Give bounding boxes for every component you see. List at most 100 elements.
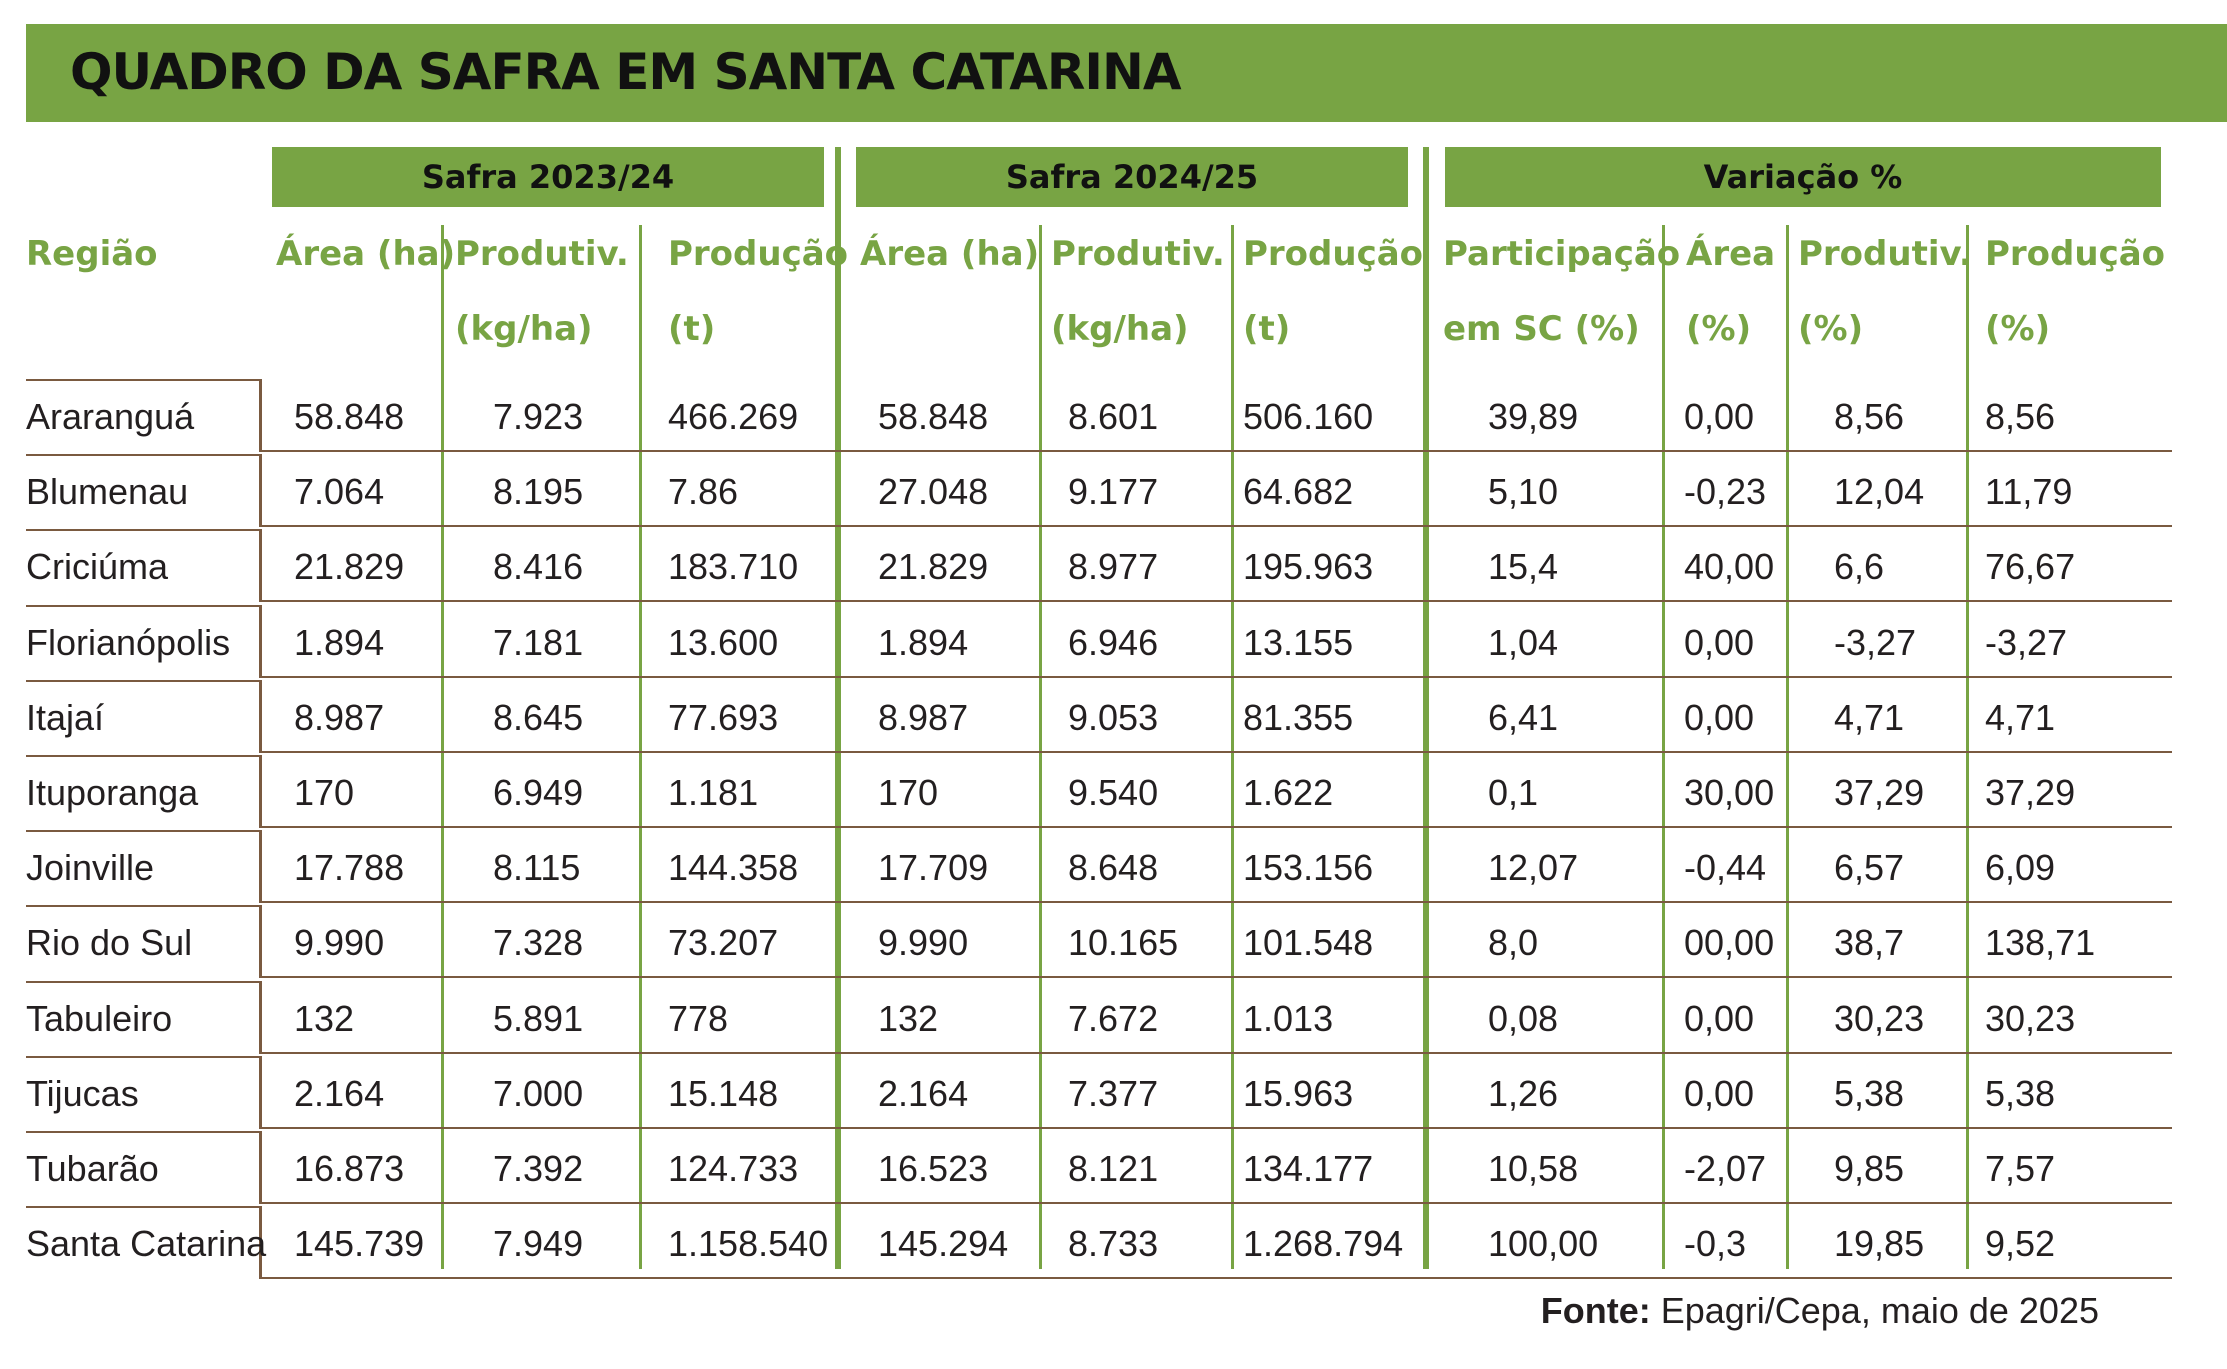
row-rule	[26, 755, 262, 757]
cell-var-producao: 30,23	[1985, 997, 2076, 1039]
cell-regiao: Santa Catarina	[26, 1223, 267, 1265]
group-header-variacao: Variação %	[1445, 147, 2161, 207]
cell-produtiv-2024: 8.601	[1068, 396, 1159, 437]
row-rule	[259, 906, 262, 979]
cell-var-producao: 8,56	[1985, 396, 2056, 437]
row-rule	[262, 525, 2172, 528]
row-rule	[26, 529, 262, 532]
row-rule	[262, 750, 2172, 753]
cell-var-producao: 5,38	[1985, 1072, 2056, 1114]
cell-var-area: 0,00	[1684, 1072, 1755, 1114]
cell-var-producao: 11,79	[1985, 471, 2073, 513]
divider-col	[639, 225, 642, 1269]
header-producao-2023-unit: (t)	[668, 309, 716, 349]
row-rule	[26, 830, 262, 833]
cell-area-2024: 27.048	[878, 471, 989, 513]
row-rule	[259, 455, 262, 528]
row-rule	[26, 980, 262, 983]
cell-producao-2023: 77.693	[668, 696, 779, 738]
cell-produtiv-2024: 8.648	[1068, 847, 1159, 889]
header-area-2023: Área (ha)	[276, 234, 456, 274]
cell-producao-2024: 134.177	[1243, 1148, 1374, 1189]
cell-area-2023: 132	[294, 997, 355, 1039]
cell-produtiv-2023: 7.181	[493, 621, 584, 663]
cell-area-2024: 58.848	[878, 396, 989, 437]
cell-area-2024: 8.987	[878, 696, 969, 738]
cell-var-area: -0,3	[1684, 1223, 1747, 1265]
cell-var-area: -0,23	[1684, 471, 1767, 513]
header-produtiv-2024-unit: (kg/ha)	[1051, 309, 1189, 349]
group-header-safra-2023-24: Safra 2023/24	[272, 147, 824, 207]
header-var-produtiv-unit: (%)	[1798, 309, 1864, 349]
cell-produtiv-2024: 8.977	[1068, 546, 1159, 588]
cell-produtiv-2023: 7.949	[493, 1223, 584, 1265]
row-rule	[262, 1126, 2172, 1129]
cell-var-area: 40,00	[1684, 546, 1775, 588]
cell-producao-2023: 1.158.540	[668, 1223, 829, 1265]
cell-producao-2024: 81.355	[1243, 696, 1354, 738]
cell-produtiv-2024: 8.733	[1068, 1223, 1159, 1265]
cell-area-2024: 9.990	[878, 922, 969, 964]
cell-producao-2023: 7.86	[668, 471, 739, 513]
divider-col	[1966, 225, 1969, 1269]
row-rule	[262, 1277, 2172, 1280]
cell-var-producao: 4,71	[1985, 696, 2056, 738]
group-header-safra-2024-25: Safra 2024/25	[856, 147, 1408, 207]
table-row: Tabuleiro 132 5.891 778 132 7.672 1.013 0,08 0,0…	[0, 979, 2227, 1054]
cell-produtiv-2024: 6.946	[1068, 621, 1159, 663]
cell-producao-2023: 15.148	[668, 1072, 779, 1114]
cell-produtiv-2023: 8.195	[493, 471, 584, 513]
cell-produtiv-2023: 8.115	[493, 847, 581, 889]
cell-produtiv-2023: 6.949	[493, 772, 584, 813]
cell-produtiv-2024: 10.165	[1068, 922, 1179, 964]
cell-regiao: Blumenau	[26, 471, 189, 513]
cell-producao-2023: 1.181	[668, 772, 759, 813]
header-var-producao: Produção	[1985, 234, 2166, 274]
row-rule	[26, 1206, 262, 1209]
cell-var-producao: -3,27	[1985, 621, 2068, 663]
cell-producao-2024: 1.013	[1243, 997, 1334, 1039]
cell-var-produtiv: 6,57	[1834, 847, 1905, 889]
header-producao-2024-unit: (t)	[1243, 309, 1291, 349]
cell-var-producao: 138,71	[1985, 922, 2096, 964]
cell-area-2023: 9.990	[294, 922, 385, 964]
header-producao-2023: Produção	[668, 234, 849, 274]
divider-col	[1786, 225, 1789, 1269]
cell-producao-2024: 101.548	[1243, 922, 1374, 964]
cell-var-produtiv: 5,38	[1834, 1072, 1905, 1114]
cell-area-2023: 2.164	[294, 1072, 385, 1114]
row-rule	[26, 604, 262, 607]
cell-participacao: 0,08	[1488, 997, 1559, 1039]
cell-producao-2023: 466.269	[668, 396, 799, 437]
cell-var-produtiv: 9,85	[1834, 1148, 1905, 1189]
table-row: Rio do Sul 9.990 7.328 73.207 9.990 10.165 101…	[0, 903, 2227, 979]
cell-var-area: 30,00	[1684, 772, 1775, 813]
cell-var-produtiv: 19,85	[1834, 1223, 1925, 1265]
cell-producao-2024: 1.268.794	[1243, 1223, 1404, 1265]
title-bar: QUADRO DA SAFRA EM SANTA CATARINA	[26, 24, 2227, 122]
row-rule	[26, 379, 262, 381]
cell-area-2023: 1.894	[294, 621, 385, 663]
cell-var-area: -2,07	[1684, 1148, 1767, 1189]
cell-producao-2024: 64.682	[1243, 471, 1354, 513]
divider-col	[1039, 225, 1042, 1269]
cell-producao-2023: 144.358	[668, 847, 799, 889]
cell-var-produtiv: -3,27	[1834, 621, 1917, 663]
cell-participacao: 10,58	[1488, 1148, 1579, 1189]
cell-participacao: 15,4	[1488, 546, 1559, 588]
cell-producao-2023: 778	[668, 997, 729, 1039]
cell-regiao: Tijucas	[26, 1072, 139, 1114]
cell-participacao: 100,00	[1488, 1223, 1599, 1265]
row-rule	[26, 1055, 262, 1058]
cell-area-2024: 17.709	[878, 847, 989, 889]
table-row: Blumenau 7.064 8.195 7.86 27.048 9.177 64.682 5…	[0, 452, 2227, 528]
table-row: Joinville 17.788 8.115 144.358 17.709 8.648 15…	[0, 828, 2227, 904]
cell-participacao: 8,0	[1488, 922, 1539, 964]
row-rule	[259, 756, 262, 828]
row-rule	[262, 826, 2172, 828]
cell-var-produtiv: 37,29	[1834, 772, 1925, 813]
cell-area-2023: 17.788	[294, 847, 405, 889]
cell-participacao: 1,26	[1488, 1072, 1559, 1114]
row-rule	[259, 831, 262, 904]
cell-regiao: Joinville	[26, 847, 155, 889]
